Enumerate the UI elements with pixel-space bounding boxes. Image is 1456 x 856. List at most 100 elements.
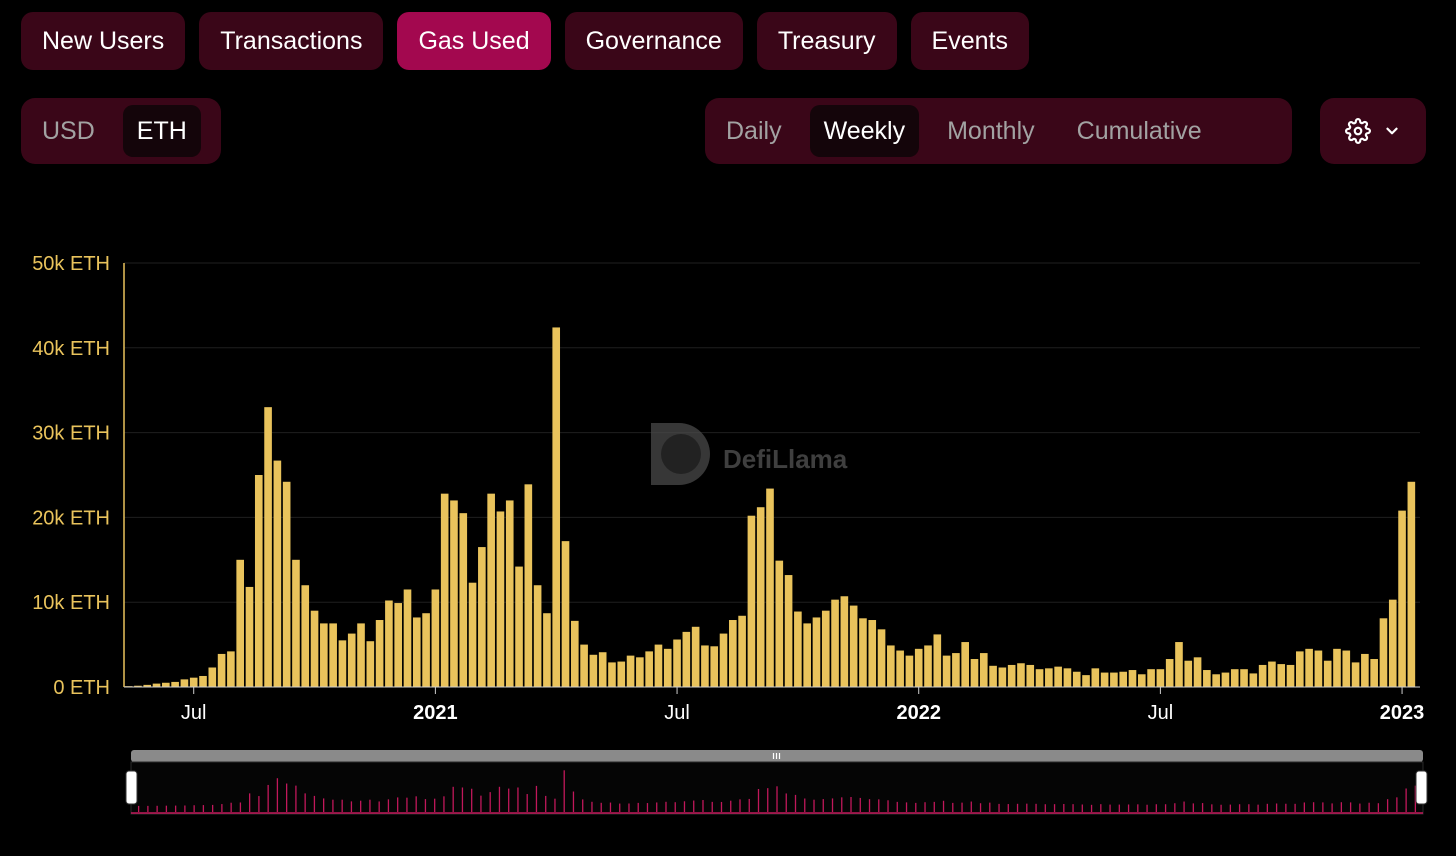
bar[interactable] — [1379, 618, 1388, 687]
bar[interactable] — [608, 662, 616, 687]
bar[interactable] — [264, 407, 272, 687]
bar[interactable] — [1128, 670, 1137, 687]
bar[interactable] — [385, 600, 393, 688]
bar[interactable] — [896, 650, 904, 687]
bar[interactable] — [1100, 672, 1109, 687]
bar[interactable] — [1045, 668, 1053, 687]
bar[interactable] — [1286, 664, 1295, 687]
bar[interactable] — [552, 327, 561, 687]
bar[interactable] — [152, 683, 161, 687]
bar[interactable] — [952, 653, 960, 687]
bar[interactable] — [1258, 664, 1267, 687]
bar[interactable] — [431, 589, 440, 687]
bar[interactable] — [821, 610, 830, 687]
bar[interactable] — [1268, 661, 1276, 687]
tab-events[interactable]: Events — [910, 12, 1029, 70]
bar[interactable] — [914, 648, 923, 687]
bar[interactable] — [924, 645, 932, 687]
bar[interactable] — [1277, 664, 1286, 687]
tab-gas-used[interactable]: Gas Used — [397, 12, 551, 70]
bar[interactable] — [143, 684, 152, 687]
bar[interactable] — [1026, 664, 1035, 687]
bar[interactable] — [701, 645, 709, 687]
bar[interactable] — [979, 653, 988, 687]
bar[interactable] — [719, 633, 728, 687]
bar[interactable] — [1137, 674, 1146, 687]
bar[interactable] — [478, 547, 486, 687]
bar[interactable] — [487, 493, 495, 687]
bar[interactable] — [208, 667, 217, 688]
bar[interactable] — [756, 507, 765, 687]
bar[interactable] — [1370, 659, 1378, 687]
bar[interactable] — [654, 644, 663, 687]
bar[interactable] — [1351, 662, 1360, 687]
tab-treasury[interactable]: Treasury — [756, 12, 897, 70]
bar[interactable] — [1230, 669, 1239, 687]
bar[interactable] — [347, 633, 356, 687]
bar[interactable] — [236, 559, 244, 687]
bar[interactable] — [329, 623, 337, 687]
bar[interactable] — [1388, 599, 1397, 687]
bar[interactable] — [645, 651, 653, 687]
bar[interactable] — [245, 586, 254, 687]
bar[interactable] — [533, 585, 542, 687]
bar[interactable] — [310, 610, 319, 687]
period-option-daily[interactable]: Daily — [726, 116, 782, 145]
bar[interactable] — [849, 605, 858, 687]
bar[interactable] — [1249, 673, 1258, 687]
bar[interactable] — [505, 500, 514, 687]
bar[interactable] — [1407, 481, 1416, 687]
bar[interactable] — [227, 651, 235, 687]
bar[interactable] — [626, 655, 635, 687]
bar[interactable] — [543, 613, 551, 687]
bar[interactable] — [403, 589, 412, 687]
bar[interactable] — [357, 623, 365, 687]
bar[interactable] — [1091, 668, 1100, 687]
bar[interactable] — [636, 657, 644, 687]
bar[interactable] — [217, 653, 226, 687]
bar[interactable] — [831, 599, 839, 687]
bar[interactable] — [450, 500, 458, 687]
bar[interactable] — [1017, 663, 1025, 687]
period-option-monthly[interactable]: Monthly — [947, 116, 1035, 145]
bar[interactable] — [1110, 672, 1118, 687]
brush-handle-left[interactable] — [125, 770, 138, 805]
bar[interactable] — [803, 623, 811, 687]
bar[interactable] — [515, 566, 523, 687]
bar[interactable] — [877, 629, 886, 687]
bar[interactable] — [673, 639, 681, 687]
bar[interactable] — [840, 596, 849, 687]
bar[interactable] — [729, 620, 737, 687]
bar[interactable] — [1156, 669, 1165, 687]
bar[interactable] — [933, 634, 942, 687]
bar[interactable] — [905, 655, 914, 687]
tab-transactions[interactable]: Transactions — [199, 12, 384, 70]
bar[interactable] — [887, 645, 895, 687]
bar[interactable] — [1203, 670, 1211, 687]
bar[interactable] — [459, 513, 468, 687]
bar[interactable] — [1193, 657, 1202, 687]
bar[interactable] — [1221, 672, 1230, 687]
bar[interactable] — [171, 681, 179, 687]
bar[interactable] — [663, 648, 672, 687]
bar[interactable] — [766, 488, 774, 687]
bar[interactable] — [1333, 648, 1341, 687]
bar[interactable] — [942, 655, 951, 687]
bar[interactable] — [320, 623, 328, 687]
range-brush[interactable] — [125, 750, 1428, 815]
bar[interactable] — [199, 675, 207, 687]
bar[interactable] — [440, 493, 449, 687]
bar[interactable] — [1119, 671, 1128, 687]
bar[interactable] — [961, 642, 969, 687]
bar[interactable] — [496, 511, 505, 687]
currency-option-usd[interactable]: USD — [42, 116, 95, 145]
settings-button[interactable] — [1320, 98, 1426, 164]
bar[interactable] — [1082, 675, 1090, 687]
bar[interactable] — [598, 652, 607, 687]
brush-handle-right[interactable] — [1415, 770, 1428, 805]
bar[interactable] — [254, 475, 263, 687]
bar[interactable] — [1072, 671, 1081, 687]
bar[interactable] — [1035, 669, 1044, 687]
bar[interactable] — [682, 631, 691, 687]
bar[interactable] — [570, 620, 579, 687]
